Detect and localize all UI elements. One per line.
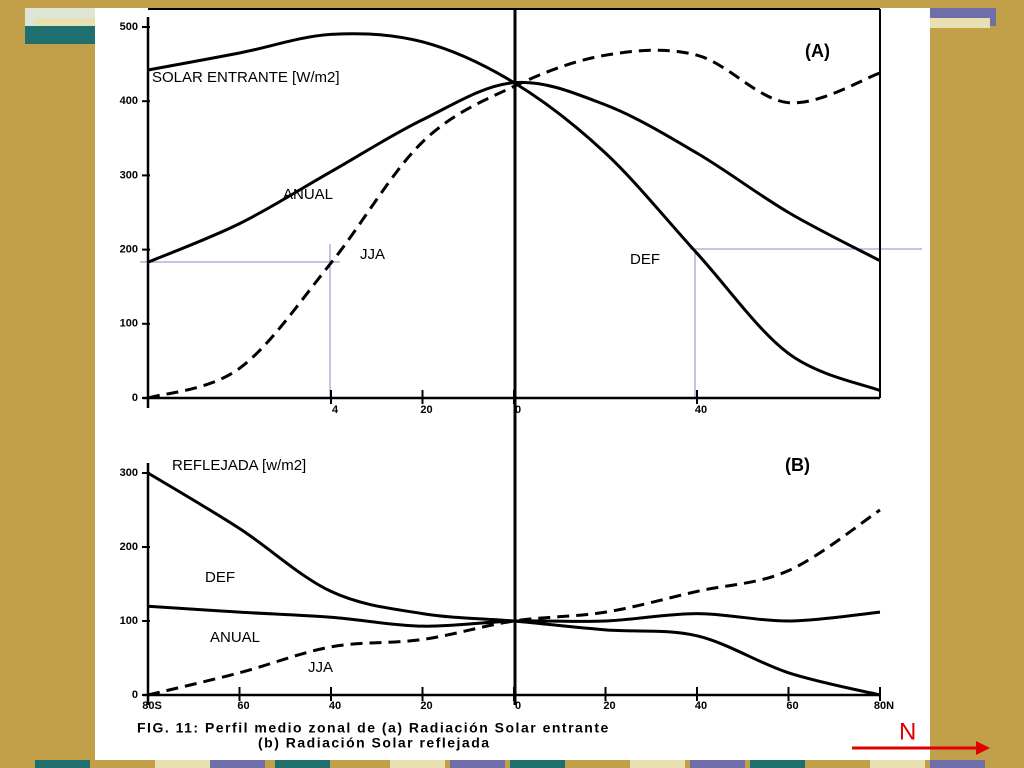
panel-label: (A) bbox=[805, 41, 830, 61]
x-tick-label: 20 bbox=[603, 700, 615, 712]
guide-lines bbox=[140, 244, 922, 398]
series-line bbox=[147, 48, 881, 400]
series-label: JJA bbox=[308, 659, 333, 676]
panel-label: (B) bbox=[785, 455, 810, 475]
y-tick-label: 300 bbox=[120, 467, 138, 479]
series-line bbox=[147, 32, 881, 392]
figure-background bbox=[95, 8, 930, 760]
x-tick-label: 80N bbox=[874, 700, 894, 712]
y-tick-label: 300 bbox=[120, 169, 138, 181]
x-tick-label: 40 bbox=[329, 700, 341, 712]
x-tick-label: 20 bbox=[420, 700, 432, 712]
y-tick-label: 0 bbox=[132, 392, 138, 404]
decoration bbox=[25, 8, 996, 768]
x-tick-label: 0 bbox=[515, 404, 521, 416]
x-tick-label: 80S bbox=[142, 700, 162, 712]
axis-label: REFLEJADA [w/m2] bbox=[172, 457, 306, 474]
y-tick-label: 200 bbox=[120, 244, 138, 256]
x-tick-label: 60 bbox=[786, 700, 798, 712]
y-tick-label: 0 bbox=[132, 689, 138, 701]
y-tick-label: 100 bbox=[120, 615, 138, 627]
y-tick-label: 500 bbox=[120, 21, 138, 33]
y-tick-label: 400 bbox=[120, 95, 138, 107]
x-tick-label: 40 bbox=[695, 700, 707, 712]
series-line bbox=[147, 604, 881, 628]
y-tick-label: 200 bbox=[120, 541, 138, 553]
y-tick-label: 100 bbox=[120, 318, 138, 330]
x-tick-label: 0 bbox=[515, 700, 521, 712]
caption: FIG. 11: Perfil medio zonal de (a) Radia… bbox=[137, 720, 610, 736]
compass-arrow-head bbox=[976, 741, 990, 755]
x-tick-label: 40 bbox=[695, 404, 707, 416]
series-line bbox=[147, 508, 881, 697]
x-tick-label: 60 bbox=[237, 700, 249, 712]
x-tick-label: 20 bbox=[420, 404, 432, 416]
series-label: JJA bbox=[360, 246, 385, 263]
series-label: DEF bbox=[630, 251, 660, 268]
compass-label: N bbox=[899, 718, 916, 745]
caption: (b) Radiación Solar reflejada bbox=[258, 735, 491, 751]
series-label: DEF bbox=[205, 569, 235, 586]
axis-label: SOLAR ENTRANTE [W/m2] bbox=[152, 69, 340, 86]
x-tick-label: 4 bbox=[332, 404, 339, 416]
series-label: ANUAL bbox=[210, 629, 260, 646]
series-label: ANUAL bbox=[283, 186, 333, 203]
